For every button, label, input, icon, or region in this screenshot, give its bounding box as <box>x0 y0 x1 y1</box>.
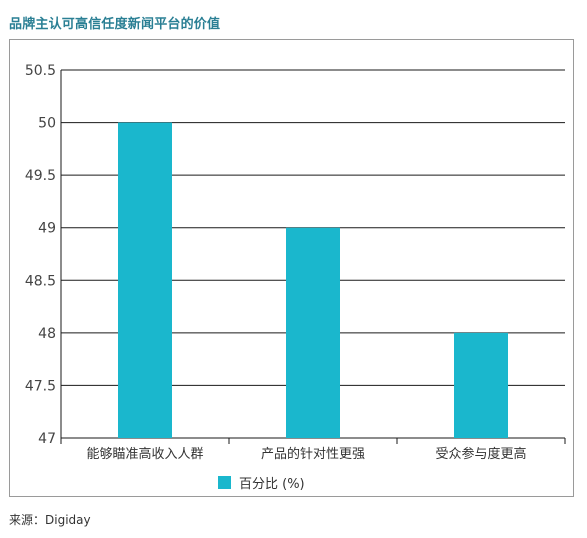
y-tick-label: 47.5 <box>25 378 56 394</box>
y-tick-label: 48 <box>38 326 56 342</box>
chart-title: 品牌主认可高信任度新闻平台的价值 <box>9 17 221 32</box>
legend-label: 百分比 (%) <box>239 476 305 492</box>
x-tick-label: 能够瞄准高收入人群 <box>86 446 203 462</box>
x-tick-label: 受众参与度更高 <box>435 446 526 462</box>
bar <box>454 332 508 438</box>
x-tick-label: 产品的针对性更强 <box>261 446 365 462</box>
legend: 百分比 (%) <box>218 474 305 492</box>
y-tick-label: 48.5 <box>25 273 56 289</box>
y-tick-label: 49.5 <box>25 168 56 184</box>
y-tick-label: 49 <box>38 221 56 237</box>
source-note: 来源：Digiday <box>9 513 91 527</box>
bar <box>118 122 172 439</box>
y-tick-label: 47 <box>38 431 56 447</box>
bar <box>286 227 340 438</box>
y-tick-label: 50.5 <box>25 63 56 79</box>
y-tick-label: 50 <box>38 116 56 132</box>
legend-swatch <box>218 475 231 489</box>
